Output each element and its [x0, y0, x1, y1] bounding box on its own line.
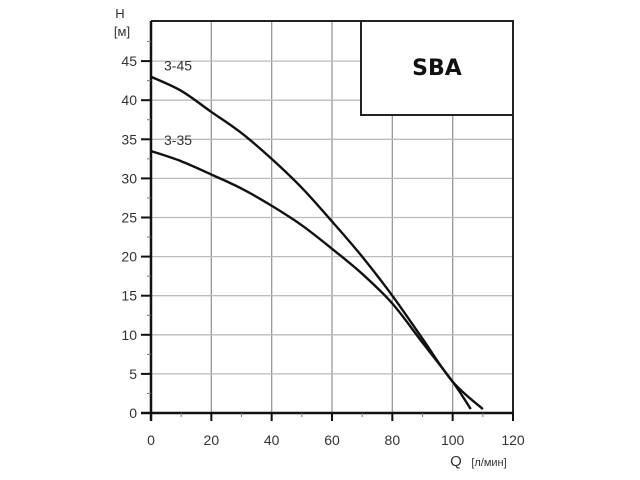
x-tick-label: 80	[385, 432, 401, 448]
x-tick-label: 0	[147, 432, 155, 448]
curve-3-35	[150, 149, 472, 410]
y-tick-label: 10	[121, 327, 137, 343]
y-tick-label: 45	[121, 53, 137, 69]
x-tick-label: 120	[501, 432, 525, 448]
y-tick-label: 30	[121, 170, 137, 186]
curves	[150, 75, 484, 410]
x-tick-label: 20	[204, 432, 220, 448]
y-tick-label: 15	[121, 288, 137, 304]
y-tick-label: 20	[121, 249, 137, 265]
x-axis-title: Q	[450, 453, 462, 470]
y-axis-title: H	[115, 6, 124, 21]
model-title: SBA	[412, 56, 462, 81]
model-title-box: SBA	[360, 20, 514, 116]
x-tick-label: 100	[441, 432, 465, 448]
y-tick-label: 40	[121, 92, 137, 108]
labels: 0 5 10 15 20 25 30 35 40 45 0 20 40 60 80 100 120 3-45 3-3…	[121, 53, 524, 448]
y-tick-label: 5	[129, 366, 137, 382]
curve-3-45	[150, 75, 484, 410]
y-tick-label: 35	[121, 131, 137, 147]
x-tick-label: 40	[264, 432, 280, 448]
y-tick-label: 25	[121, 210, 137, 226]
x-axis-unit: [л/мин]	[471, 457, 506, 469]
y-tick-label: 0	[129, 405, 137, 421]
curve-label-3-45: 3-45	[164, 58, 192, 74]
curve-label-3-35: 3-35	[164, 132, 192, 148]
y-axis-unit: [м]	[114, 24, 130, 39]
x-tick-label: 60	[324, 432, 340, 448]
